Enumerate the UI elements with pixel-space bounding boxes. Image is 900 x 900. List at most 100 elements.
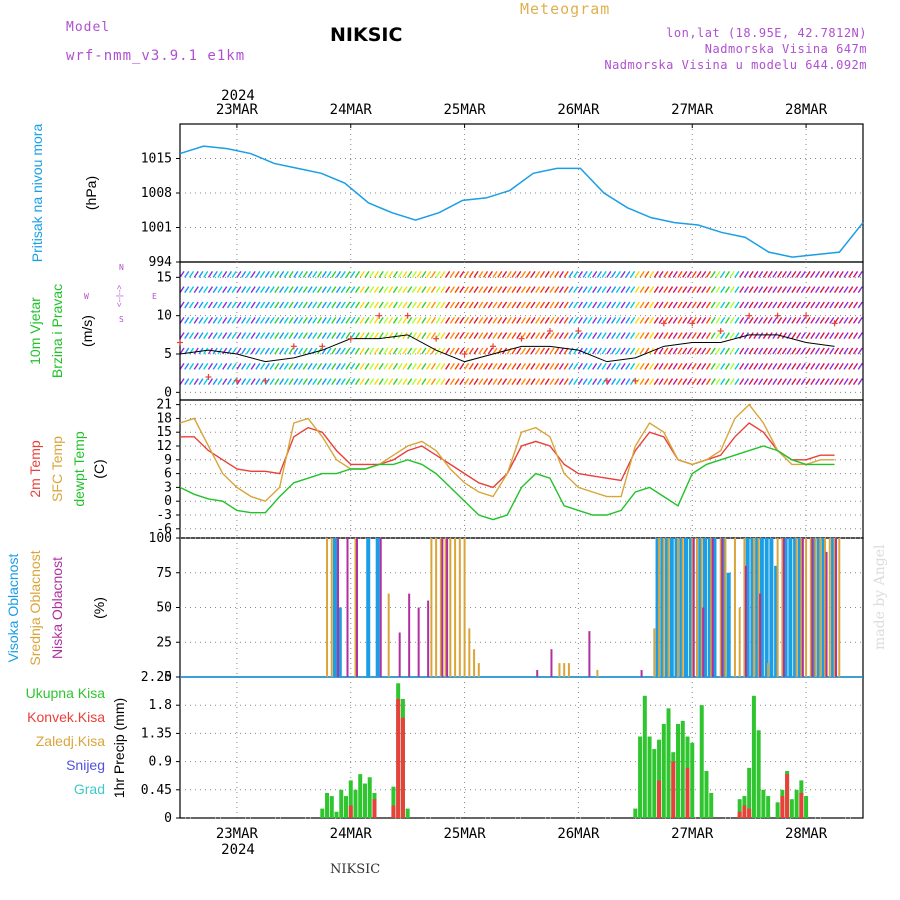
wind-barb [563, 286, 569, 294]
wind-barb [188, 286, 195, 294]
wind-barb [426, 301, 432, 309]
wind-barb [274, 270, 280, 278]
wind-barb [549, 286, 555, 294]
wind-barb [805, 347, 811, 355]
wind-barb [648, 286, 655, 294]
wind-barb [255, 332, 261, 340]
wind-barb [468, 270, 474, 278]
wind-barb [501, 286, 508, 294]
wind-barb [383, 347, 389, 355]
wind-barb [558, 316, 565, 324]
wind-barb [762, 332, 768, 340]
wind-barb [426, 332, 432, 340]
wind-barb [478, 332, 484, 340]
total-precip-bar [647, 736, 652, 818]
wind-barb [383, 286, 389, 294]
wind-barb [701, 301, 707, 309]
wind-barb [701, 332, 707, 340]
wind-barb [274, 301, 280, 309]
wind-barb [293, 378, 299, 386]
wind-barb [245, 378, 251, 386]
wind-barb [454, 347, 460, 355]
wind-barb [724, 286, 731, 294]
wind-barb [535, 286, 541, 294]
wind-barb [411, 316, 417, 324]
wind-barb [554, 301, 560, 309]
wind-barb [653, 270, 659, 278]
wind-barb [497, 301, 503, 309]
wind-barb [212, 332, 218, 340]
wind-barb [777, 378, 783, 386]
wind-barb [601, 301, 607, 309]
wind-barb [634, 347, 640, 355]
wind-barb [696, 347, 702, 355]
wind-barb [796, 316, 802, 324]
wind-barb [715, 316, 721, 324]
wind-barb [710, 347, 716, 355]
wind-barb [217, 270, 223, 278]
wind-barb [222, 347, 228, 355]
conv-precip-bar [396, 698, 401, 818]
wind-barb [525, 270, 531, 278]
total-precip-bar [737, 799, 742, 818]
wind-unit-label: (m/s) [79, 315, 95, 347]
wind-barb [625, 316, 631, 324]
wind-barb [445, 362, 451, 370]
wind-barb [810, 332, 816, 340]
wind-barb [364, 301, 370, 309]
wind-barb [255, 270, 261, 278]
wind-barb [279, 270, 285, 278]
mid-cloud-bar [710, 538, 713, 677]
mid-cloud-bar [800, 538, 803, 677]
wind-barb [800, 378, 806, 386]
wind-barb [810, 286, 816, 294]
precip-ytick-label: 0.45 [141, 783, 172, 798]
wind-barb [388, 378, 394, 386]
wind-barb [459, 316, 465, 324]
legend-snow: Snijeg [66, 757, 105, 773]
wind-barb [753, 362, 759, 370]
wind-ytick-label: 15 [156, 270, 172, 285]
wind-barb [188, 316, 195, 324]
wind-barb [582, 362, 588, 370]
wind-barb [501, 378, 508, 386]
wind-barb [269, 347, 275, 355]
mid-cloud-bar [738, 607, 741, 677]
wind-barb [729, 286, 735, 294]
wind-barb [397, 347, 403, 355]
wind-barb [473, 362, 479, 370]
wind-barb [796, 362, 802, 370]
wind-barb [592, 301, 598, 309]
wind-barb [592, 362, 598, 370]
wind-barb [620, 332, 626, 340]
wind-barb [639, 332, 645, 340]
high-cloud-bar [759, 538, 764, 677]
mid-cloud-bar [658, 538, 661, 677]
wind-barb [478, 378, 484, 386]
wind-barb [563, 301, 569, 309]
wind-barb [715, 332, 721, 340]
wind-barb [791, 362, 797, 370]
wind-barb [535, 378, 541, 386]
wind-barb [530, 270, 536, 278]
wind-barb [705, 316, 712, 324]
wind-barb [573, 270, 579, 278]
wind-barb [639, 362, 645, 370]
wind-barb [326, 378, 332, 386]
wind-barb [354, 286, 361, 294]
wind-barb [696, 270, 702, 278]
wind-barb [715, 301, 721, 309]
wind-barb [520, 316, 527, 324]
wind-barb [596, 347, 602, 355]
wind-barb [335, 286, 342, 294]
wind-barb [852, 378, 859, 386]
wind-barb [354, 270, 361, 278]
wind-barb [501, 316, 508, 324]
wind-barb [767, 347, 773, 355]
wind-barb [293, 362, 299, 370]
wind-barb [734, 347, 740, 355]
wind-barb [691, 378, 697, 386]
wind-barb [601, 362, 607, 370]
wind-barb [440, 270, 446, 278]
wind-barb [226, 270, 233, 278]
